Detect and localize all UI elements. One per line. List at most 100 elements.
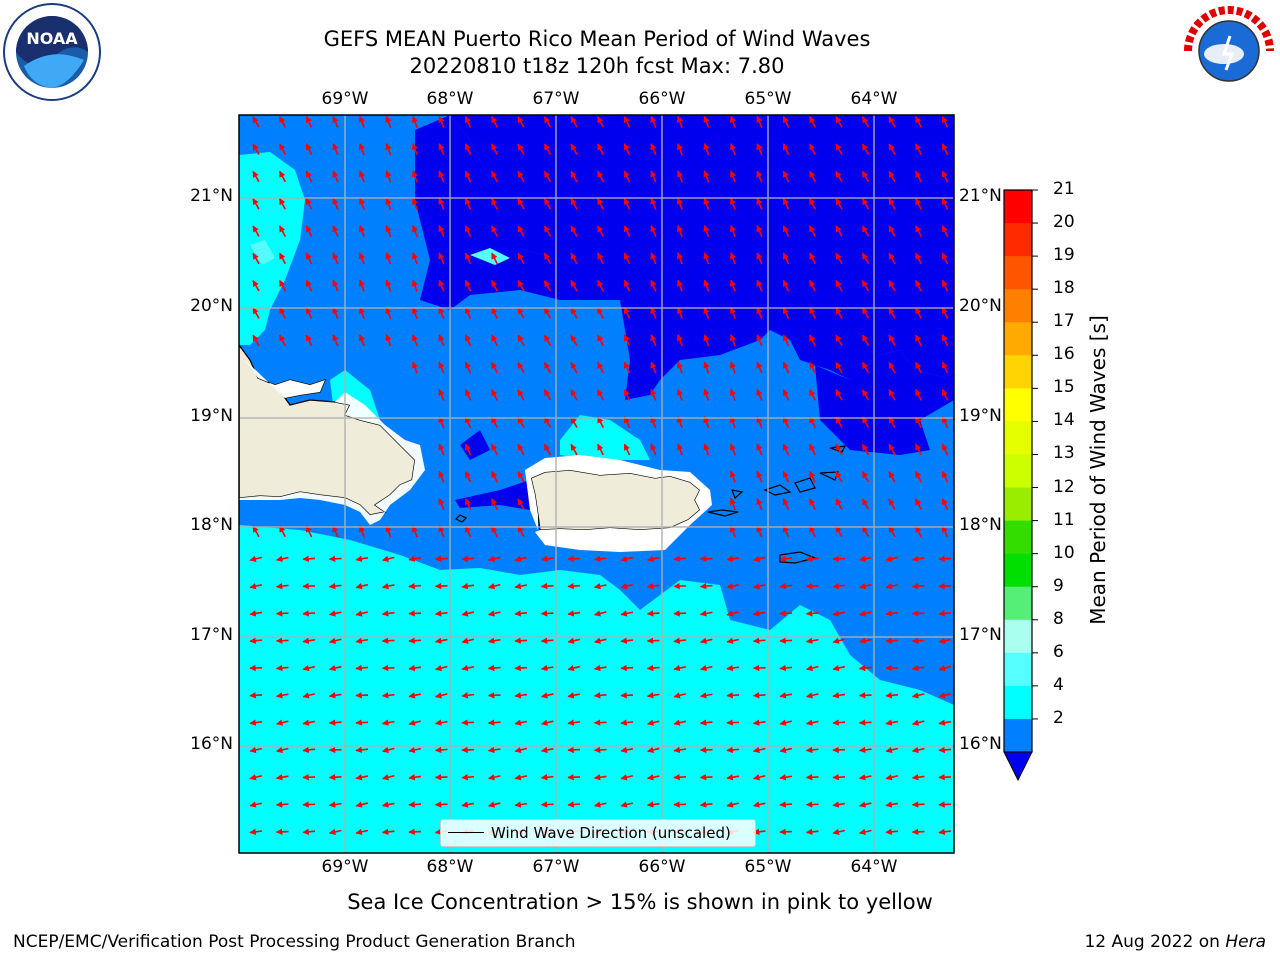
wind-wave-arrow [355, 583, 369, 590]
wind-wave-arrow [278, 116, 287, 128]
wind-wave-arrow [859, 583, 872, 590]
wind-wave-arrow [752, 610, 766, 617]
wind-wave-arrow [543, 143, 552, 155]
colorbar-tick-label: 6 [1053, 641, 1064, 662]
wind-wave-arrow [888, 116, 896, 128]
wind-wave-arrow [835, 361, 843, 374]
wind-wave-arrow [915, 252, 922, 265]
wind-wave-arrow [567, 664, 581, 672]
wind-wave-arrow [809, 225, 816, 237]
wind-wave-arrow [647, 719, 660, 726]
wind-wave-arrow [461, 610, 475, 617]
wind-wave-arrow [726, 692, 740, 699]
wind-wave-arrow [726, 746, 740, 754]
wind-wave-arrow [517, 416, 525, 428]
wind-wave-arrow [355, 610, 369, 617]
wind-wave-arrow [543, 116, 552, 128]
wind-wave-arrow [597, 389, 604, 401]
lon-label-top: 66°W [638, 89, 686, 109]
wind-wave-arrow [570, 143, 578, 155]
wind-wave-arrow [912, 692, 925, 699]
wind-wave-arrow [646, 610, 660, 617]
wind-wave-arrow [703, 443, 710, 456]
wind-wave-arrow [620, 555, 634, 562]
wind-wave-arrow [593, 583, 607, 590]
wind-wave-arrow [703, 306, 710, 320]
wind-wave-arrow [434, 555, 448, 563]
wind-wave-arrow [276, 719, 289, 726]
wind-wave-arrow [832, 719, 846, 726]
wind-wave-arrow [673, 664, 687, 672]
colorbar-segment [1004, 487, 1032, 522]
wind-wave-arrow [756, 170, 763, 183]
wind-wave-arrow [570, 361, 578, 374]
wind-wave-arrow [756, 252, 763, 265]
wind-wave-arrow [888, 471, 896, 483]
wind-wave-arrow [464, 170, 472, 183]
wind-wave-arrow [358, 279, 365, 292]
wind-wave-arrow [408, 555, 422, 562]
colorbar-segment [1004, 256, 1032, 290]
wind-wave-arrow [570, 280, 578, 292]
wind-wave-arrow [278, 279, 287, 292]
wind-wave-arrow [885, 637, 899, 644]
wind-wave-arrow [885, 801, 899, 808]
wind-wave-arrow [809, 170, 816, 183]
wind-wave-arrow [543, 225, 552, 237]
wind-wave-arrow [570, 116, 578, 128]
wind-wave-arrow [752, 692, 766, 699]
wind-wave-arrow [381, 610, 395, 617]
wind-wave-arrow [411, 334, 418, 347]
footer-date-text: 12 Aug 2022 on [1084, 932, 1226, 952]
wind-wave-arrow [729, 361, 736, 374]
wind-wave-arrow [278, 252, 287, 265]
wind-wave-arrow [861, 116, 870, 128]
wind-wave-arrow [676, 143, 683, 156]
wind-wave-arrow [517, 307, 525, 319]
wind-wave-arrow [911, 637, 925, 644]
wind-wave-arrow [888, 416, 896, 428]
wind-wave-arrow [832, 637, 846, 644]
wind-wave-arrow [941, 143, 949, 156]
colorbar-segment [1004, 190, 1032, 224]
wind-wave-arrow [491, 334, 498, 347]
wind-wave-arrow [249, 692, 263, 699]
wind-wave-arrow [753, 774, 766, 781]
wind-wave-arrow [888, 361, 896, 374]
wind-wave-arrow [809, 279, 816, 292]
wind-wave-arrow [703, 279, 710, 292]
wind-wave-arrow [835, 471, 843, 483]
colorbar-segment [1004, 586, 1032, 621]
wind-wave-arrow [650, 306, 657, 319]
wind-wave-arrow [938, 746, 952, 754]
wind-wave-arrow [650, 388, 657, 401]
colorbar-segment [1004, 322, 1032, 356]
wind-wave-arrow [620, 774, 634, 781]
wind-wave-arrow [491, 170, 498, 183]
wind-wave-arrow [411, 143, 418, 156]
wind-wave-arrow [252, 170, 260, 183]
wind-wave-arrow [676, 306, 683, 319]
colorbar-segment [1004, 223, 1032, 257]
wind-wave-arrow [729, 306, 736, 319]
wind-wave-arrow [646, 664, 660, 672]
lat-label-left: 20°N [190, 296, 233, 316]
wind-wave-arrow [593, 555, 607, 563]
wind-wave-arrow [438, 279, 445, 292]
wind-wave-arrow [411, 115, 418, 128]
wind-wave-arrow [805, 746, 819, 754]
wind-wave-arrow [673, 719, 687, 726]
wind-wave-arrow [597, 116, 604, 128]
wind-wave-arrow [411, 525, 418, 538]
wind-wave-arrow [835, 170, 843, 183]
wind-wave-arrow [915, 143, 922, 155]
wind-wave-arrow [938, 610, 952, 617]
wind-wave-arrow [623, 170, 631, 183]
wind-wave-arrow [779, 637, 793, 644]
wind-wave-arrow [597, 334, 604, 347]
lon-label-bottom: 68°W [426, 857, 474, 877]
wind-wave-arrow [858, 555, 872, 562]
wind-wave-arrow [249, 610, 263, 617]
wind-wave-arrow [438, 170, 445, 183]
wind-wave-arrow [729, 443, 736, 456]
